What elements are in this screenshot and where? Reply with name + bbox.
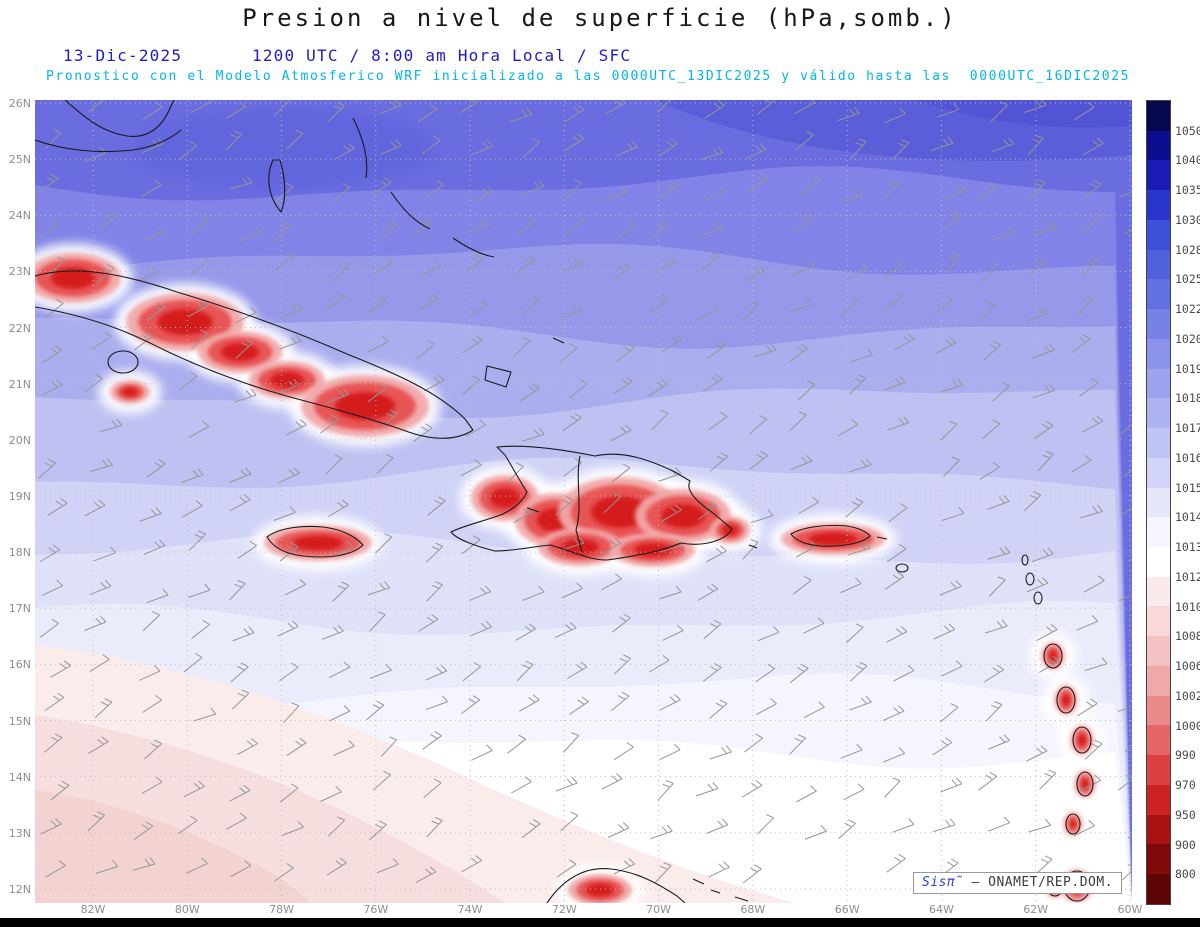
colorbar-segment [1147, 249, 1170, 280]
lon-tick-label: 64W [928, 903, 954, 916]
lat-tick-label: 13N [8, 826, 31, 840]
forecast-date: 13-Dic-2025 [63, 46, 183, 65]
colorbar-segment [1147, 606, 1170, 637]
lat-tick-label: 22N [8, 321, 31, 335]
colorbar-segment [1147, 130, 1170, 161]
lat-tick-label: 14N [8, 770, 31, 784]
colorbar-tick-label: 970 [1175, 778, 1196, 793]
colorbar-tick-label: 1018 [1175, 391, 1200, 406]
colorbar-segment [1147, 219, 1170, 250]
colorbar-tick-label: 1028 [1175, 242, 1200, 257]
pressure-map-canvas [35, 100, 1132, 903]
lat-tick-label: 18N [8, 546, 31, 560]
latitude-axis: 26N 25N 24N 23N 22N 21N 20N 19N 18N 17N 16N 15N 14N 1… [0, 0, 33, 927]
lat-tick-label: 23N [8, 265, 31, 279]
lat-tick-label: 16N [8, 658, 31, 672]
colorbar-segment [1147, 368, 1170, 399]
colorbar-tick-label: 1030 [1175, 212, 1200, 227]
lon-tick-label: 62W [1023, 903, 1049, 916]
colorbar-tick-label: 1010 [1175, 599, 1200, 614]
lon-tick-label: 60W [1117, 903, 1143, 916]
colorbar-tick-label: 1008 [1175, 629, 1200, 644]
colorbar-tick-label: 800 [1175, 867, 1196, 882]
colorbar-segment [1147, 576, 1170, 607]
colorbar-tick-label: 1017 [1175, 421, 1200, 436]
lat-tick-label: 20N [8, 433, 31, 447]
colorbar-segment [1147, 874, 1170, 904]
lat-tick-label: 26N [8, 97, 31, 110]
colorbar-tick-label: 1002 [1175, 688, 1200, 703]
longitude-axis: 82W 80W 78W 76W 74W 72W 70W 68W 66W 64W 62W 60W [0, 903, 1200, 918]
lat-tick-label: 19N [8, 489, 31, 503]
colorbar-tick-label: 1040 [1175, 153, 1200, 168]
colorbar-segment [1147, 309, 1170, 339]
colorbar-segment [1147, 190, 1170, 220]
lat-tick-label: 15N [8, 714, 31, 728]
bottom-bar [0, 918, 1200, 927]
sispi-logo: Sisπ̃ [922, 875, 964, 890]
colorbar-tick-label: 1016 [1175, 450, 1200, 465]
lon-tick-label: 80W [174, 903, 200, 916]
lon-tick-label: 76W [363, 903, 389, 916]
lon-tick-label: 72W [551, 903, 577, 916]
colorbar-tick-label: 1013 [1175, 540, 1200, 555]
credit-box: Sisπ̃ — ONAMET/REP.DOM. [913, 872, 1123, 894]
lon-tick-label: 68W [740, 903, 766, 916]
forecast-valid-time: 1200 UTC / 8:00 am Hora Local / SFC [252, 46, 632, 65]
colorbar-segment [1147, 101, 1170, 131]
lat-tick-label: 17N [8, 602, 31, 616]
colorbar-tick-label: 1015 [1175, 480, 1200, 495]
colorbar-segment [1147, 755, 1170, 785]
coastline-layer [35, 100, 1094, 903]
colorbar-tick-label: 1012 [1175, 569, 1200, 584]
lat-tick-label: 25N [8, 153, 31, 167]
colorbar-segment [1147, 517, 1170, 548]
colorbar-segment [1147, 487, 1170, 518]
lat-tick-label: 21N [8, 377, 31, 391]
lon-tick-label: 74W [457, 903, 483, 916]
colorbar-segment [1147, 547, 1170, 577]
colorbar-segment [1147, 428, 1170, 458]
colorbar-tick-label: 950 [1175, 807, 1196, 822]
credit-text: — ONAMET/REP.DOM. [971, 875, 1114, 890]
colorbar-tick-label: 1022 [1175, 302, 1200, 317]
colorbar-tick-label: 990 [1175, 748, 1196, 763]
colorbar [1146, 100, 1171, 905]
colorbar-segment [1147, 695, 1170, 726]
colorbar-segment [1147, 814, 1170, 845]
lon-tick-label: 82W [80, 903, 106, 916]
colorbar-tick-label: 1014 [1175, 510, 1200, 525]
subtitle-model-info: Pronostico con el Modelo Atmosferico WRF… [46, 69, 1131, 84]
colorbar-segment [1147, 636, 1170, 666]
colorbar-segment [1147, 665, 1170, 696]
colorbar-tick-label: 1006 [1175, 659, 1200, 674]
colorbar-tick-label: 1000 [1175, 718, 1200, 733]
lon-tick-label: 70W [646, 903, 672, 916]
map-plot-area: Sisπ̃ — ONAMET/REP.DOM. [35, 100, 1132, 903]
colorbar-segment [1147, 279, 1170, 310]
colorbar-labels: 1050 1040 1035 1030 1028 1025 1022 1020 1019 1018… [1175, 0, 1200, 927]
colorbar-tick-label: 1020 [1175, 331, 1200, 346]
colorbar-segment [1147, 338, 1170, 369]
lon-tick-label: 66W [834, 903, 860, 916]
colorbar-tick-label: 1019 [1175, 361, 1200, 376]
colorbar-tick-label: 1050 [1175, 123, 1200, 138]
colorbar-segment [1147, 398, 1170, 429]
lat-tick-label: 12N [8, 882, 31, 896]
colorbar-segment [1147, 784, 1170, 815]
wind-barbs-layer [38, 100, 1132, 884]
page-title: Presion a nivel de superficie (hPa,somb.… [242, 4, 958, 32]
lon-tick-label: 78W [269, 903, 294, 916]
subtitle-datetime: 13-Dic-2025 1200 UTC / 8:00 am Hora Loca… [0, 46, 1200, 66]
colorbar-tick-label: 1035 [1175, 183, 1200, 198]
lat-tick-label: 24N [8, 209, 31, 223]
colorbar-segment [1147, 160, 1170, 191]
colorbar-tick-label: 1025 [1175, 272, 1200, 287]
island-pressure-minima-layer [35, 243, 1108, 903]
colorbar-segment [1147, 844, 1170, 875]
colorbar-tick-label: 900 [1175, 837, 1196, 852]
colorbar-segment [1147, 457, 1170, 488]
colorbar-segment [1147, 725, 1170, 756]
